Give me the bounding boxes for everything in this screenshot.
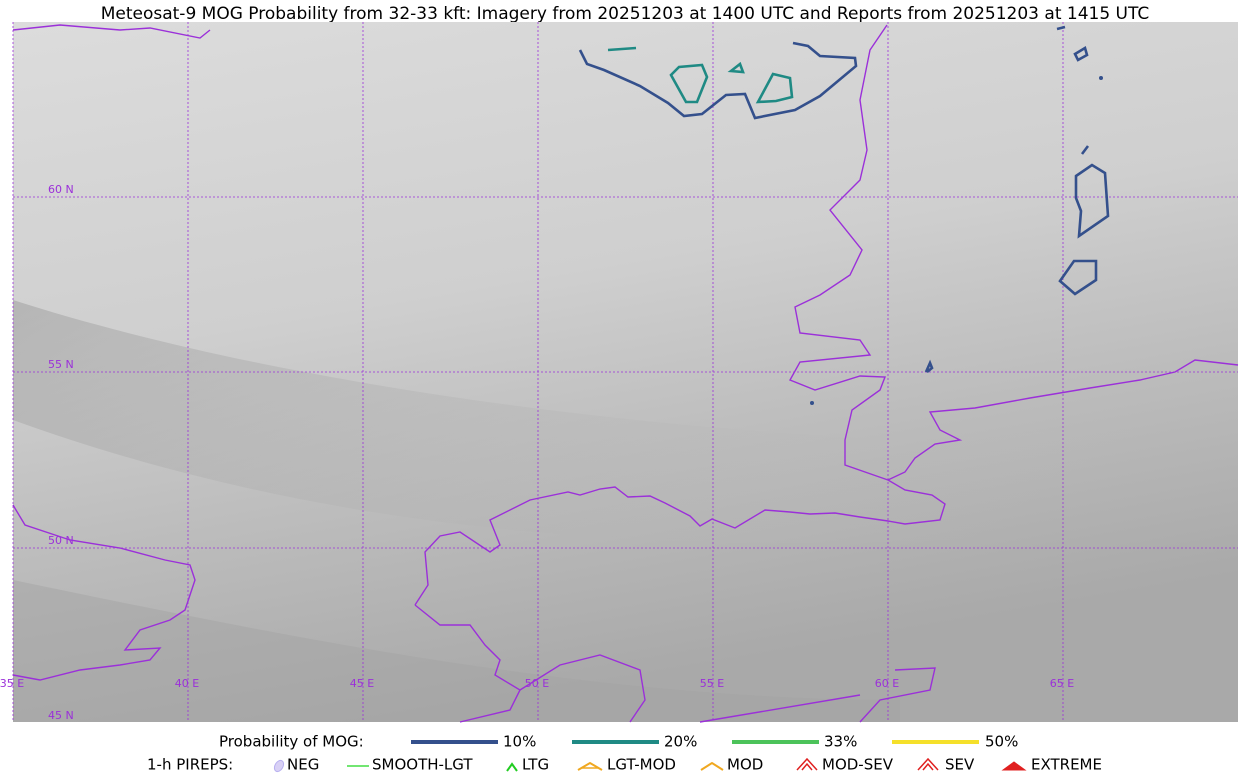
contour-10 <box>578 41 858 120</box>
contour-10 <box>1073 46 1089 62</box>
legend-item: SEV <box>945 756 975 774</box>
legend-item: 33% <box>824 733 857 751</box>
title: Meteosat-9 MOG Probability from 32-33 kf… <box>101 4 1150 24</box>
lon-label: 65 E <box>1050 677 1074 690</box>
coastline <box>414 604 521 723</box>
coastline <box>414 359 1239 606</box>
coastlines <box>12 24 1239 723</box>
contour-10 <box>1074 163 1110 239</box>
coastline <box>789 24 889 481</box>
contour-10 <box>1080 145 1090 155</box>
legend-icon <box>273 759 285 773</box>
legend-item: SMOOTH-LGT <box>372 756 473 774</box>
lat-label: 50 N <box>48 534 74 547</box>
contour-10 <box>810 401 814 405</box>
legend-item: MOD-SEV <box>822 756 894 774</box>
contour-20 <box>607 46 637 52</box>
contour-20 <box>755 72 794 104</box>
legend-icon <box>1001 761 1027 771</box>
legend-item: 10% <box>503 733 536 751</box>
legend-item: LTG <box>522 756 549 774</box>
cloud-band <box>13 300 1238 544</box>
legend: Probability of MOG: 10% 20% 33% 50% 1-h … <box>147 733 1102 774</box>
coastline <box>12 24 211 39</box>
lat-label: 45 N <box>48 709 74 722</box>
legend-icon <box>801 762 813 771</box>
legend-icon <box>917 757 939 771</box>
legend-item: MOD <box>727 756 763 774</box>
legend-icon <box>577 761 603 771</box>
lat-label: 55 N <box>48 358 74 371</box>
contour-10 <box>1058 259 1098 296</box>
legend-icon <box>796 757 818 771</box>
legend-label: 1-h PIREPS: <box>147 756 233 774</box>
legend-icon <box>506 762 518 772</box>
legend-label: Probability of MOG: <box>219 733 364 751</box>
lat-label: 60 N <box>48 183 74 196</box>
lon-label: 40 E <box>175 677 199 690</box>
lon-label: 60 E <box>875 677 899 690</box>
coastline <box>699 694 861 723</box>
legend-item: EXTREME <box>1031 756 1102 774</box>
legend-item: NEG <box>287 756 319 774</box>
map: 60 N 55 N 50 N 45 N 35 E 40 E 45 E 50 E … <box>0 22 1239 723</box>
lon-label: 35 E <box>0 677 24 690</box>
contour-10 <box>1099 76 1103 80</box>
lon-label: 55 E <box>700 677 724 690</box>
lon-label: 50 E <box>525 677 549 690</box>
legend-item: 50% <box>985 733 1018 751</box>
legend-item: 20% <box>664 733 697 751</box>
legend-icon <box>922 762 934 771</box>
contour-20 <box>669 63 709 104</box>
coastline <box>519 654 646 723</box>
coastline <box>859 667 936 723</box>
contour-10 <box>1056 25 1066 31</box>
coastline <box>12 504 196 681</box>
lon-label: 45 E <box>350 677 374 690</box>
contours <box>578 25 1110 405</box>
legend-item: LGT-MOD <box>607 756 676 774</box>
contour-10 <box>924 359 934 374</box>
contour-20 <box>727 61 745 74</box>
cloud-band <box>13 580 900 722</box>
legend-icon <box>700 761 724 771</box>
grid: 60 N 55 N 50 N 45 N 35 E 40 E 45 E 50 E … <box>0 22 1238 722</box>
